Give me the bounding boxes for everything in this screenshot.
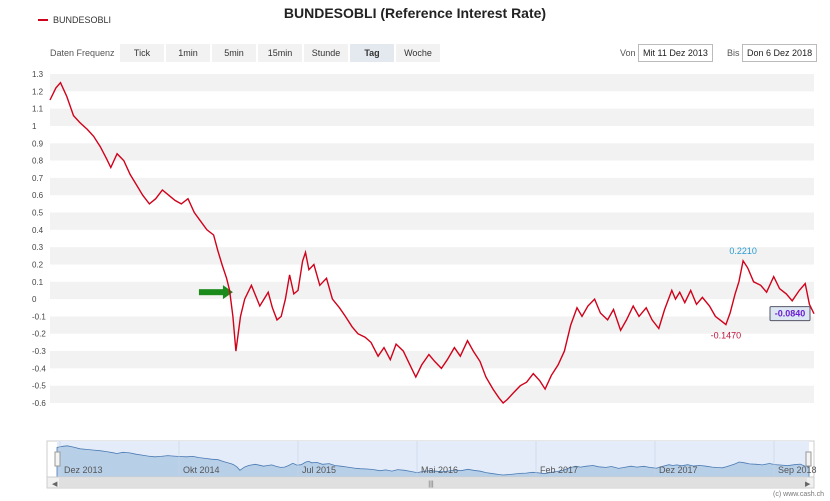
frequency-buttons: Tick 1min 5min 15min Stunde Tag Woche [120, 44, 440, 62]
series-line-bundesobli [49, 81, 815, 404]
last-value-label: -0.0840 [775, 309, 806, 319]
last-value-box [769, 306, 811, 322]
y-tick-label: 0.7 [32, 174, 44, 183]
grid-band [50, 316, 814, 334]
navigator: Dez 2013 Okt 2014 Jul 2015 Mai 2016 Feb 2017… [46, 440, 817, 489]
y-tick-label: 0.2 [32, 260, 44, 269]
range-from: Von Mit 11 Dez 2013 [620, 44, 713, 62]
navigator-label: Feb 2017 [540, 465, 578, 475]
freq-button-stunde[interactable]: Stunde [304, 44, 348, 62]
freq-button-5min[interactable]: 5min [212, 44, 256, 62]
scroll-left-icon[interactable]: ◀ [52, 481, 58, 488]
y-axis-ticks: 1.3 1.2 1.1 1 0.9 0.8 0.7 0.6 0.5 0.4 0.3 0.2 0.1 0 -0… [32, 70, 46, 408]
y-tick-label: 0.8 [32, 157, 44, 166]
y-tick-label: 0.9 [32, 139, 44, 148]
grid-band [50, 385, 814, 403]
navigator-label: Okt 2014 [183, 465, 220, 475]
freq-button-15min[interactable]: 15min [258, 44, 302, 62]
y-tick-label: 0.3 [32, 243, 44, 252]
grid-band [50, 177, 814, 196]
y-tick-label: 0 [32, 295, 37, 304]
navigator-right-handle[interactable] [805, 451, 812, 467]
y-tick-label: 1.2 [32, 87, 44, 96]
min-label: -0.1470 [711, 331, 742, 341]
freq-button-tick[interactable]: Tick [120, 44, 164, 62]
arrow-head-icon [222, 285, 233, 300]
y-tick-label: 0.6 [32, 191, 44, 200]
y-tick-label: 0.1 [32, 278, 44, 287]
legend[interactable]: BUNDESOBLI [38, 15, 111, 25]
freq-button-1min[interactable]: 1min [166, 44, 210, 62]
chart-title: BUNDESOBLI (Reference Interest Rate) [283, 5, 547, 21]
navigator-labels: Dez 2013 Okt 2014 Jul 2015 Mai 2016 Feb 2017… [59, 441, 817, 477]
arrow-marker [198, 285, 233, 300]
range-to: Bis Don 6 Dez 2018 [727, 44, 818, 62]
range-to-label: Bis [727, 48, 740, 58]
arrow-shaft [198, 289, 224, 296]
annotations: 0.2210 -0.1470 -0.0840 [711, 246, 811, 341]
grid-band [50, 74, 814, 92]
y-tick-label: 0.5 [32, 209, 44, 218]
max-label: 0.2210 [729, 246, 757, 256]
navigator-area [56, 445, 810, 478]
legend-line-icon [38, 19, 48, 21]
y-tick-label: -0.2 [32, 330, 46, 339]
navigator-label: Dez 2017 [659, 465, 698, 475]
navigator-label: Jul 2015 [302, 465, 336, 475]
range-from-label: Von [620, 48, 636, 58]
credit: (c) www.cash.ch [773, 491, 824, 498]
y-tick-label: -0.3 [32, 347, 46, 356]
grid-band [50, 108, 814, 126]
y-tick-label: -0.4 [32, 364, 46, 373]
y-tick-label: 1.3 [32, 70, 44, 79]
y-tick-label: -0.1 [32, 312, 46, 321]
y-tick-label: 1.1 [32, 105, 44, 114]
y-tick-label: -0.5 [32, 382, 46, 391]
grid-band [50, 212, 814, 230]
scrollbar-grip-icon: ||| [428, 481, 434, 488]
grid-band [50, 143, 814, 161]
grid-band [50, 247, 814, 265]
y-tick-label: 1 [32, 122, 37, 131]
grid-band [50, 351, 814, 369]
scroll-right-icon[interactable]: ▶ [805, 481, 811, 488]
range-to-input[interactable]: Don 6 Dez 2018 [742, 44, 818, 62]
navigator-label: Dez 2013 [64, 465, 103, 475]
y-tick-label: -0.6 [32, 399, 46, 408]
scrollbar-thumb[interactable] [59, 478, 807, 487]
frequency-label: Daten Frequenz [50, 48, 115, 58]
range-from-input[interactable]: Mit 11 Dez 2013 [638, 44, 713, 62]
navigator-label: Sep 2018 [778, 465, 817, 475]
navigator-left-handle[interactable] [54, 451, 61, 467]
navigator-label: Mai 2016 [421, 465, 458, 475]
grid-bands [50, 74, 814, 403]
legend-label: BUNDESOBLI [53, 15, 112, 25]
freq-button-woche[interactable]: Woche [396, 44, 440, 62]
freq-button-tag[interactable]: Tag [350, 44, 394, 62]
y-tick-label: 0.4 [32, 226, 44, 235]
grid-band [50, 281, 814, 300]
